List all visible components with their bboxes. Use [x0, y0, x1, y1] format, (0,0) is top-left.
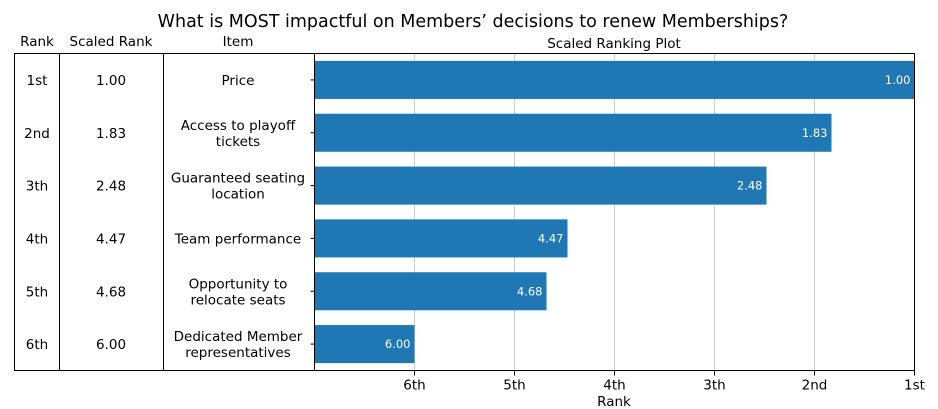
- bar-value-label: 6.00: [385, 337, 411, 351]
- bar-value-label: 1.83: [802, 126, 828, 140]
- scaled-rank-cell: 1.00: [96, 73, 126, 89]
- rank-cell: 1st: [27, 73, 48, 89]
- bar: [314, 113, 832, 152]
- x-tick-label: 1st: [904, 378, 925, 394]
- item-cell: Dedicated Member: [174, 329, 303, 345]
- rank-cell: 4th: [26, 231, 48, 247]
- bar: [314, 166, 767, 205]
- scaled-rank-cell: 2.48: [96, 179, 126, 195]
- plot-grid: [414, 53, 915, 371]
- plot-bars: 1.00 1.83 2.48 4.47 4.68 6.00: [310, 60, 915, 364]
- rank-cell: 6th: [26, 337, 48, 353]
- scaled-rank-cell: 6.00: [96, 337, 126, 353]
- scaled-rank-cell: 1.83: [96, 126, 126, 142]
- table-header-item: Item: [223, 34, 254, 50]
- item-cell: location: [211, 187, 265, 203]
- scaled-rank-cell: 4.47: [96, 231, 126, 247]
- bar: [314, 272, 547, 311]
- x-tick-label: 2nd: [802, 378, 828, 394]
- chart-title: What is MOST impactful on Members’ decis…: [158, 12, 789, 32]
- scaled-rank-cell: 4.68: [96, 284, 126, 300]
- item-cell: Price: [222, 73, 255, 89]
- x-axis-label: Rank: [597, 394, 631, 409]
- x-tick-label: 6th: [403, 378, 425, 394]
- x-axis: 6th 5th 4th 3th 2nd 1st: [403, 370, 925, 394]
- table-row: 4th 4.47 Team performance: [26, 231, 301, 247]
- item-cell: tickets: [216, 134, 260, 150]
- bar-value-label: 2.48: [737, 179, 763, 193]
- rank-cell: 3th: [26, 179, 48, 195]
- x-tick-label: 3th: [703, 378, 725, 394]
- bar-value-label: 1.00: [885, 73, 911, 87]
- bar: [314, 219, 568, 258]
- item-cell: Access to playoff: [181, 118, 296, 134]
- bar: [314, 60, 915, 99]
- x-tick-label: 4th: [603, 378, 625, 394]
- bar: [314, 325, 415, 364]
- item-cell: representatives: [185, 345, 291, 361]
- x-tick-label: 5th: [503, 378, 525, 394]
- item-cell: Opportunity to: [189, 276, 288, 292]
- plot-title: Scaled Ranking Plot: [547, 36, 681, 52]
- bar-value-label: 4.68: [517, 284, 543, 298]
- rank-cell: 2nd: [24, 126, 50, 142]
- bar-value-label: 4.47: [538, 231, 564, 245]
- rank-cell: 5th: [26, 284, 48, 300]
- table-header-scaled-rank: Scaled Rank: [70, 34, 153, 50]
- item-cell: Guaranteed seating: [171, 171, 305, 187]
- item-cell: relocate seats: [190, 292, 285, 308]
- table-body: 1st 1.00 Price 2nd 1.83 Access to playofftick…: [24, 73, 305, 361]
- table-row: 1st 1.00 Price: [27, 73, 255, 89]
- item-cell: Team performance: [174, 231, 301, 247]
- table-header-rank: Rank: [20, 34, 54, 50]
